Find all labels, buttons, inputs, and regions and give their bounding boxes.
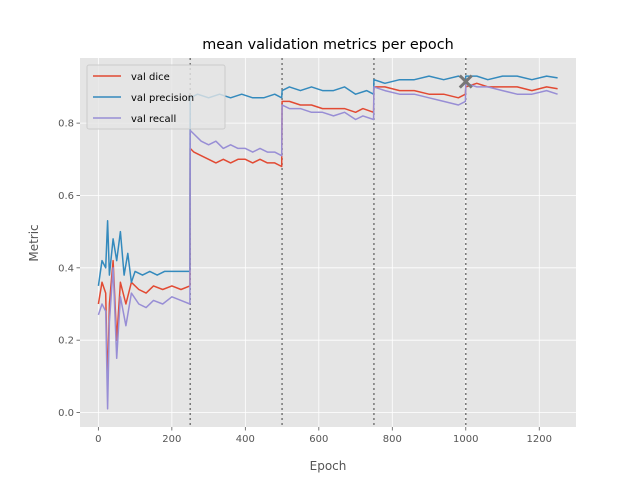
x-tick-label: 1200 xyxy=(527,434,552,445)
legend-box xyxy=(86,64,226,130)
best-marker-stroke xyxy=(458,74,473,89)
x-tick-label: 600 xyxy=(309,434,328,445)
y-tick-label: 0.2 xyxy=(58,336,74,347)
chart-title: mean validation metrics per epoch xyxy=(202,37,454,53)
y-tick-labels: 0.0 0.2 0.4 0.6 0.8 xyxy=(58,119,80,419)
y-tick-label: 0.8 xyxy=(58,119,74,130)
legend: val dice val precision val recall xyxy=(86,64,226,130)
legend-label: val recall xyxy=(131,114,176,125)
y-tick-label: 0.4 xyxy=(58,263,74,274)
legend-label: val dice xyxy=(131,72,170,83)
y-axis-label: Metric xyxy=(27,224,41,261)
series-line-val-recall xyxy=(97,82,558,410)
best-epoch-marker xyxy=(458,74,473,89)
legend-label: val precision xyxy=(131,93,194,104)
x-axis-label: Epoch xyxy=(310,459,347,473)
y-tick-label: 0.6 xyxy=(58,191,74,202)
x-tick-label: 200 xyxy=(162,434,181,445)
x-tick-label: 1000 xyxy=(453,434,478,445)
x-tick-labels: 0 200 400 600 800 1000 1200 xyxy=(95,427,552,445)
series-lines xyxy=(97,75,558,410)
x-tick-label: 400 xyxy=(236,434,255,445)
series-line-val-dice xyxy=(97,82,558,388)
x-tick-label: 800 xyxy=(383,434,402,445)
y-tick-label: 0.0 xyxy=(58,408,74,419)
x-tick-label: 0 xyxy=(95,434,101,445)
series-line-val-precision xyxy=(97,75,558,287)
